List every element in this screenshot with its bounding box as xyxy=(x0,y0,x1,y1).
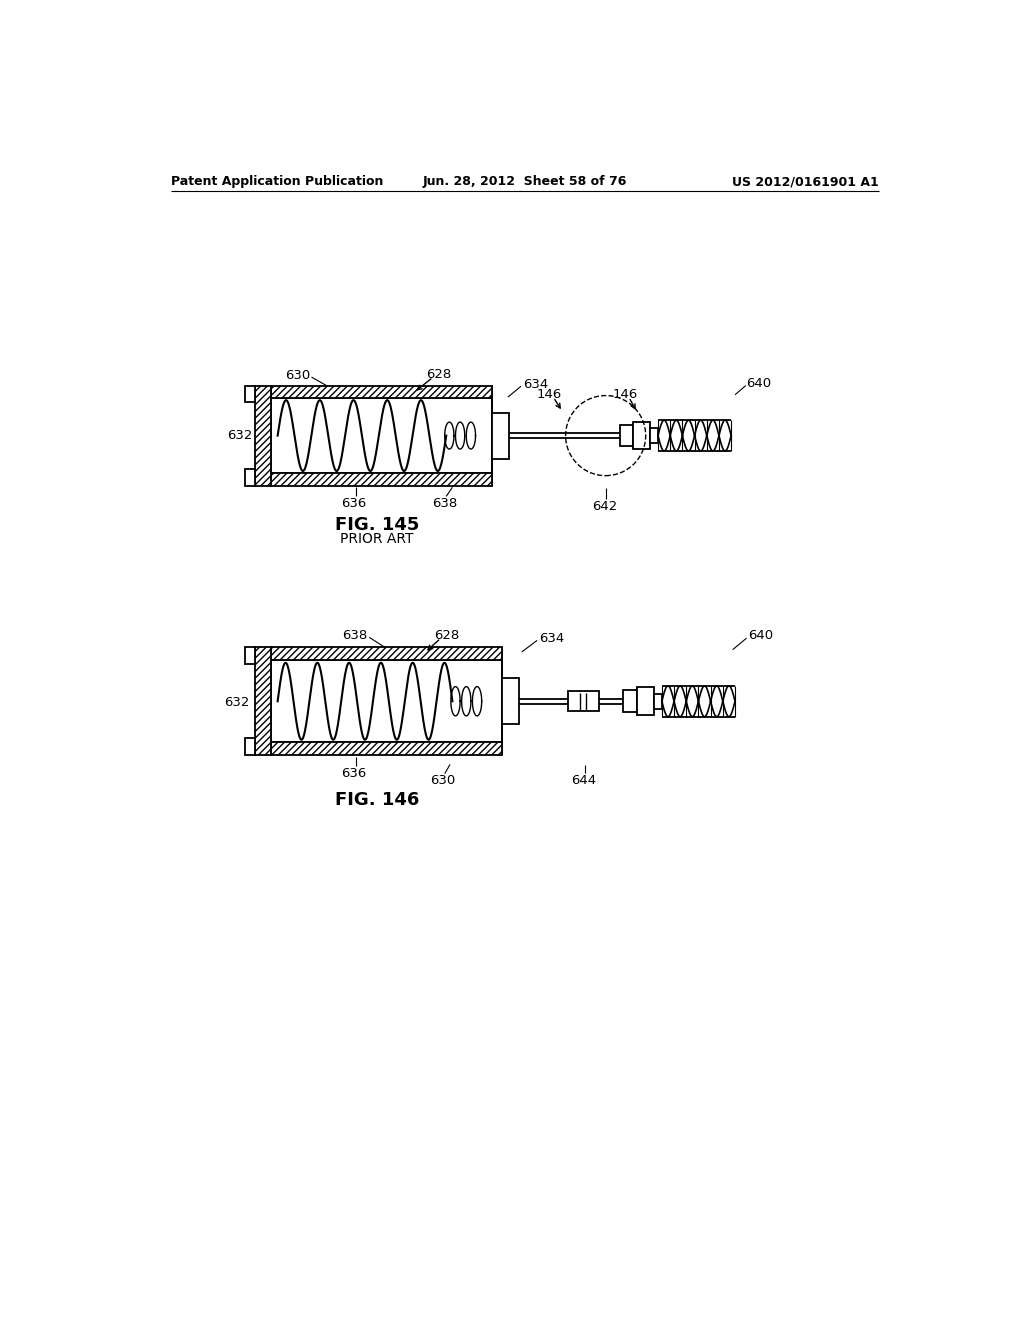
Bar xyxy=(634,422,650,449)
Bar xyxy=(271,647,503,660)
Text: 628: 628 xyxy=(433,630,459,643)
Text: 628: 628 xyxy=(426,367,452,380)
Text: 638: 638 xyxy=(342,630,368,643)
Text: 644: 644 xyxy=(570,775,596,788)
Text: 640: 640 xyxy=(746,376,772,389)
Bar xyxy=(637,688,654,715)
Bar xyxy=(620,425,634,446)
Bar xyxy=(246,469,255,486)
Bar xyxy=(271,474,493,486)
Bar xyxy=(568,692,599,711)
Bar xyxy=(246,647,255,664)
Text: 630: 630 xyxy=(286,370,310,381)
Text: 630: 630 xyxy=(430,775,455,788)
Text: 636: 636 xyxy=(341,498,367,511)
Bar xyxy=(255,385,271,486)
Bar xyxy=(255,647,271,755)
Bar xyxy=(654,693,662,709)
Text: 146: 146 xyxy=(613,388,638,401)
Text: FIG. 145: FIG. 145 xyxy=(335,516,419,535)
Bar xyxy=(271,397,493,474)
Bar xyxy=(624,690,637,711)
Bar xyxy=(503,678,519,725)
Text: 634: 634 xyxy=(523,378,549,391)
Text: 632: 632 xyxy=(224,696,250,709)
Bar xyxy=(246,385,255,403)
Text: 636: 636 xyxy=(341,767,367,780)
Text: FIG. 146: FIG. 146 xyxy=(335,792,419,809)
Bar xyxy=(246,738,255,755)
Bar xyxy=(271,742,503,755)
Bar xyxy=(650,428,658,444)
Text: Jun. 28, 2012  Sheet 58 of 76: Jun. 28, 2012 Sheet 58 of 76 xyxy=(423,176,627,189)
Text: 634: 634 xyxy=(539,632,564,645)
Text: 640: 640 xyxy=(749,630,773,643)
Bar xyxy=(271,385,493,397)
Text: 638: 638 xyxy=(432,498,458,511)
Text: Patent Application Publication: Patent Application Publication xyxy=(171,176,383,189)
Text: 146: 146 xyxy=(537,388,562,401)
Text: 642: 642 xyxy=(592,500,617,513)
Text: PRIOR ART: PRIOR ART xyxy=(340,532,414,546)
Bar xyxy=(271,660,503,742)
Text: US 2012/0161901 A1: US 2012/0161901 A1 xyxy=(732,176,879,189)
Text: 632: 632 xyxy=(227,429,252,442)
Bar xyxy=(493,412,509,459)
